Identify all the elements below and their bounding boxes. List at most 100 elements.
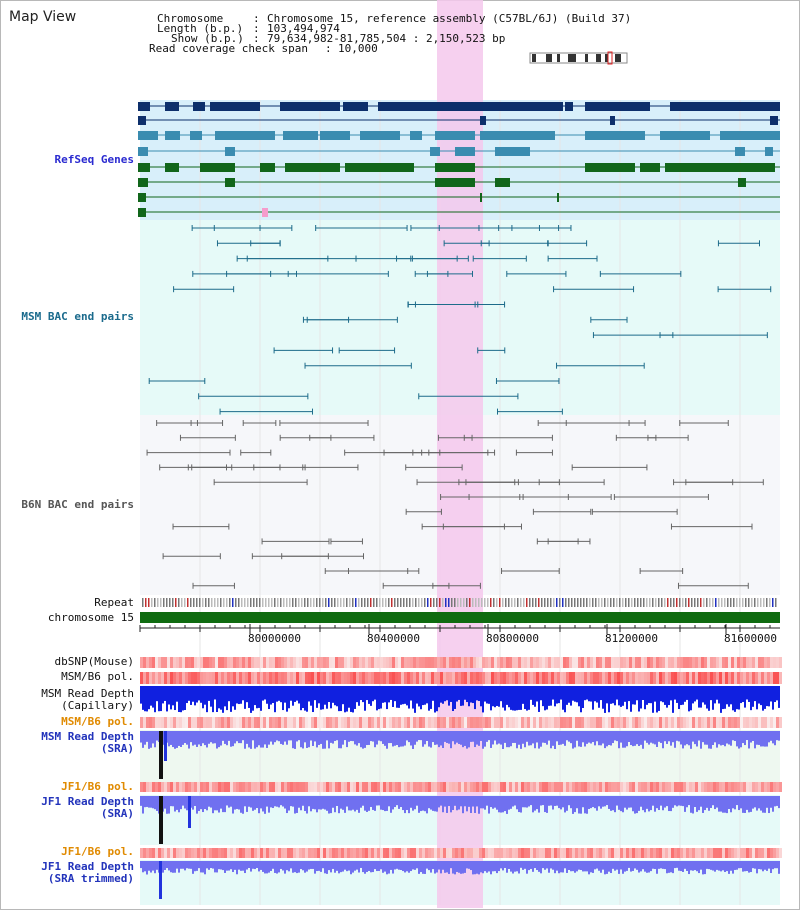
msm-depth-capillary-bar-460 xyxy=(460,686,462,706)
msm-depth-capillary-bar-434 xyxy=(434,686,436,713)
jf1-b6-pol-2-strip-cell-446 xyxy=(446,848,449,858)
msm-depth-sra-bar-398 xyxy=(398,731,400,748)
jf1-b6-pol-strip-cell-467 xyxy=(467,782,470,792)
jf1-b6-pol-2-strip-cell-275 xyxy=(275,848,278,858)
jf1-depth-sra-bar-530 xyxy=(530,796,532,806)
msm-depth-sra-bar-246 xyxy=(246,731,248,744)
msm-depth-sra-bar-658 xyxy=(658,731,660,742)
msm-depth-capillary-bar-580 xyxy=(580,686,582,713)
track-label-msm-bac[interactable]: MSM BAC end pairs xyxy=(21,310,134,323)
dbsnp-strip-cell-494 xyxy=(494,657,497,668)
jf1-depth-sra-bar-754 xyxy=(754,796,756,808)
repeat-mark-247 xyxy=(247,598,249,607)
msm-depth-capillary-bar-752 xyxy=(752,686,754,707)
jf1-b6-pol-strip-cell-389 xyxy=(389,782,392,792)
msm-depth-capillary-bar-496 xyxy=(496,686,498,706)
jf1-b6-pol-2-strip-cell-623 xyxy=(623,848,626,858)
jf1-depth-trimmed-bar-178 xyxy=(178,861,180,873)
msm-depth-sra-bar-202 xyxy=(202,731,204,744)
msm-b6-pol-strip-cell-638 xyxy=(638,672,641,684)
track-label-b6n-bac[interactable]: B6N BAC end pairs xyxy=(21,498,134,511)
msm-depth-capillary-bar-644 xyxy=(644,686,646,710)
repeat-mark-358 xyxy=(358,598,360,607)
jf1-depth-trimmed-bar-648 xyxy=(648,861,650,873)
msm-depth-sra-bar-668 xyxy=(668,731,670,742)
jf1-b6-pol-strip-cell-413 xyxy=(413,782,416,792)
jf1-depth-trimmed-bar-324 xyxy=(324,861,326,874)
msm-depth-sra-bar-726 xyxy=(726,731,728,744)
jf1-depth-sra-bar-436 xyxy=(436,796,438,812)
jf1-b6-pol-2-strip-cell-188 xyxy=(188,848,191,858)
jf1-depth-sra-bar-580 xyxy=(580,796,582,814)
jf1-b6-pol-2-strip-cell-392 xyxy=(392,848,395,858)
jf1-depth-trimmed-bar-650 xyxy=(650,861,652,872)
jf1-depth-trimmed-bar-456 xyxy=(456,861,458,872)
msm-b6-pol-strip-cell-704 xyxy=(704,672,707,684)
jf1-depth-trimmed-bar-256 xyxy=(256,861,258,868)
jf1-depth-sra-bar-214 xyxy=(214,796,216,811)
jf1-b6-pol-2-strip-cell-443 xyxy=(443,848,446,858)
dbsnp-strip-cell-671 xyxy=(671,657,674,668)
coverage-key: Read coverage check span xyxy=(149,42,308,55)
msm-b6-pol-2-strip-cell-542 xyxy=(542,717,545,728)
msm-depth-sra-bar-536 xyxy=(536,731,538,743)
msm-depth-sra-bar-442 xyxy=(442,731,444,748)
jf1-depth-trimmed-bar-172 xyxy=(172,861,174,873)
msm-depth-capillary-bar-366 xyxy=(366,686,368,701)
jf1-b6-pol-strip-cell-368 xyxy=(368,782,371,792)
jf1-depth-sra-bar-352 xyxy=(352,796,354,810)
jf1-b6-pol-2-strip-cell-470 xyxy=(470,848,473,858)
msm-b6-pol-strip-cell-524 xyxy=(524,672,527,684)
msm-depth-sra-bar-224 xyxy=(224,731,226,744)
track-label-refseq[interactable]: RefSeq Genes xyxy=(54,153,134,166)
jf1-b6-pol-strip-cell-194 xyxy=(194,782,197,792)
msm-depth-capillary-bar-308 xyxy=(308,686,310,702)
msm-depth-sra-bar-174 xyxy=(174,731,176,749)
jf1-depth-sra-bar-408 xyxy=(408,796,410,814)
msm-depth-sra-bar-512 xyxy=(512,731,514,743)
jf1-b6-pol-strip-cell-215 xyxy=(215,782,218,792)
msm-depth-sra-bar-432 xyxy=(432,731,434,743)
msm-b6-pol-2-strip-cell-407 xyxy=(407,717,410,728)
jf1-b6-pol-2-strip-cell-230 xyxy=(230,848,233,858)
msm-depth-sra-bar-340 xyxy=(340,731,342,749)
msm-b6-pol-strip-cell-446 xyxy=(446,672,449,684)
msm-depth-sra-bar-154 xyxy=(154,731,156,748)
repeat-mark-526 xyxy=(526,598,528,607)
jf1-b6-pol-strip-cell-686 xyxy=(686,782,689,792)
msm-b6-pol-2-strip-cell-455 xyxy=(455,717,458,728)
dbsnp-strip-cell-182 xyxy=(182,657,185,668)
msm-b6-pol-2-strip-cell-587 xyxy=(587,717,590,728)
jf1-b6-pol-2-strip-cell-764 xyxy=(764,848,767,858)
jf1-depth-trimmed-bar-538 xyxy=(538,861,540,872)
msm-b6-pol-2-strip-cell-248 xyxy=(248,717,251,728)
jf1-depth-trimmed-bar-222 xyxy=(222,861,224,871)
jf1-depth-trimmed-bar-766 xyxy=(766,861,768,871)
jf1-depth-sra-bar-288 xyxy=(288,796,290,811)
repeat-mark-166 xyxy=(166,598,168,607)
msm-b6-pol-strip-cell-686 xyxy=(686,672,689,684)
msm-b6-pol-strip-cell-377 xyxy=(377,672,380,684)
jf1-depth-sra-bar-732 xyxy=(732,796,734,809)
msm-b6-pol-2-strip-cell-245 xyxy=(245,717,248,728)
msm-depth-capillary-bar-560 xyxy=(560,686,562,700)
msm-b6-pol-strip-cell-263 xyxy=(263,672,266,684)
msm-b6-pol-2-strip-cell-284 xyxy=(284,717,287,728)
msm-depth-sra-bar-378 xyxy=(378,731,380,741)
msm-b6-pol-strip-cell-494 xyxy=(494,672,497,684)
msm-b6-pol-strip-cell-560 xyxy=(560,672,563,684)
jf1-b6-pol-2-strip-cell-776 xyxy=(776,848,779,858)
ideogram-position-marker xyxy=(607,51,613,65)
repeat-mark-691 xyxy=(691,598,693,607)
jf1-depth-sra-bar-146 xyxy=(146,796,148,807)
jf1-b6-pol-2-strip-cell-212 xyxy=(212,848,215,858)
msm-depth-capillary-bar-260 xyxy=(260,686,262,711)
msm-depth-sra-bar-214 xyxy=(214,731,216,744)
msm-b6-pol-strip-cell-533 xyxy=(533,672,536,684)
jf1-depth-sra-bar-554 xyxy=(554,796,556,806)
msm-depth-capillary-bar-322 xyxy=(322,686,324,710)
msm-b6-pol-strip-cell-599 xyxy=(599,672,602,684)
jf1-depth-trimmed-bar-250 xyxy=(250,861,252,872)
jf1-b6-pol-strip-cell-443 xyxy=(443,782,446,792)
msm-depth-capillary-bar-482 xyxy=(482,686,484,713)
